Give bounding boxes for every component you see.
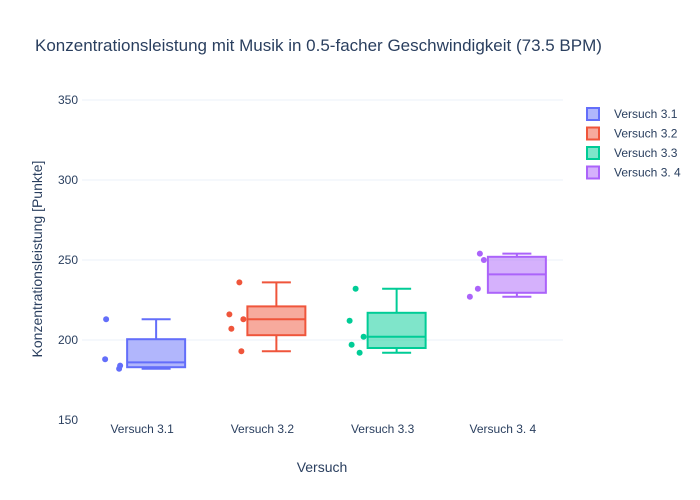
legend-label: Versuch 3.2 (614, 127, 678, 141)
legend-item: Versuch 3. 4 (586, 165, 681, 180)
data-point (474, 285, 481, 292)
data-point (102, 356, 109, 363)
data-point (236, 279, 243, 286)
y-tick-label: 350 (58, 93, 78, 107)
x-tick-label: Versuch 3.3 (351, 422, 415, 436)
legend-item: Versuch 3.2 (586, 126, 678, 141)
x-tick-label: Versuch 3.2 (231, 422, 295, 436)
y-axis-title: Konzentrationsleistung [Punkte] (29, 161, 45, 358)
data-point (116, 365, 123, 372)
data-point (103, 316, 110, 323)
data-point (476, 250, 483, 257)
box-group (226, 279, 307, 355)
data-point (240, 316, 247, 323)
chart-title: Konzentrationsleistung mit Musik in 0.5-… (35, 36, 602, 55)
data-point (226, 311, 233, 318)
data-point (360, 333, 367, 340)
x-axis-ticks: Versuch 3.1 Versuch 3.2 Versuch 3.3 Versuch… (110, 422, 536, 436)
data-point (466, 293, 473, 300)
data-point (346, 317, 353, 324)
legend-label: Versuch 3.3 (614, 146, 678, 160)
legend-swatch (586, 165, 600, 180)
y-tick-label: 300 (58, 173, 78, 187)
legend-swatch (586, 146, 600, 160)
box-group (102, 316, 187, 372)
y-tick-label: 200 (58, 333, 78, 347)
data-point (228, 325, 235, 332)
legend-item: Versuch 3.1 (586, 107, 678, 121)
x-tick-label: Versuch 3.1 (110, 422, 174, 436)
box-group (466, 250, 547, 300)
legend-label: Versuch 3. 4 (614, 166, 681, 180)
legend-swatch (586, 126, 600, 141)
data-point (352, 285, 359, 292)
box-iqr (366, 311, 427, 349)
data-point (480, 257, 487, 263)
y-axis-ticks: 150 200 250 300 350 (58, 93, 78, 427)
x-axis-title: Versuch (297, 459, 348, 475)
x-tick-label: Versuch 3. 4 (470, 422, 537, 436)
data-point (348, 341, 355, 348)
legend: Versuch 3.1 Versuch 3.2 Versuch 3.3 Versuch… (586, 107, 681, 180)
y-tick-label: 250 (58, 253, 78, 267)
legend-label: Versuch 3.1 (614, 107, 678, 121)
data-point (238, 348, 245, 355)
legend-item: Versuch 3.3 (586, 146, 678, 160)
plot-area (102, 250, 547, 372)
legend-swatch (586, 107, 600, 121)
box-group (346, 285, 427, 356)
data-point (356, 349, 363, 356)
box-iqr (246, 305, 307, 337)
y-tick-label: 150 (58, 413, 78, 427)
